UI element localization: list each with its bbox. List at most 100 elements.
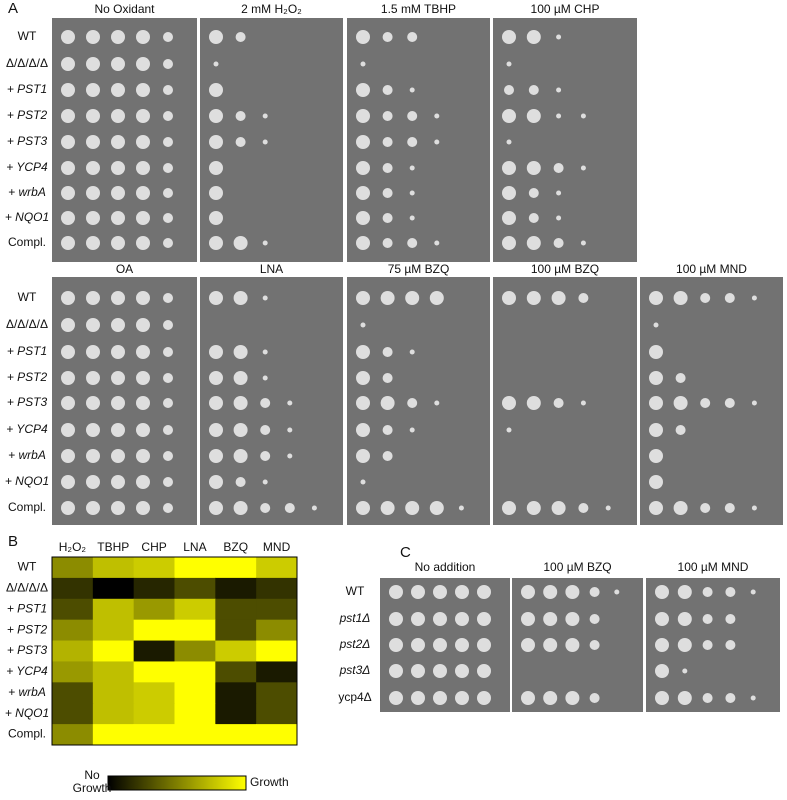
colony-spot [61, 449, 75, 463]
colony-spot [655, 691, 669, 705]
heatmap-cell [52, 598, 94, 621]
colony-spot [526, 291, 541, 305]
colony-spot [86, 396, 100, 410]
row-label: + PST3 [7, 134, 48, 148]
colony-spot [136, 449, 150, 463]
colony-spot [433, 691, 447, 705]
colony-spot [260, 503, 271, 513]
colony-spot [163, 477, 173, 487]
heatmap-cell [256, 703, 298, 725]
colony-spot [287, 427, 293, 433]
colony-spot [506, 61, 512, 67]
colony-spot [673, 501, 688, 515]
heatmap-cell [52, 640, 94, 662]
colony-spot [163, 188, 173, 198]
colony-spot [655, 664, 669, 678]
colony-spot [565, 585, 580, 599]
colony-spot [700, 398, 711, 408]
colony-spot [553, 163, 564, 173]
column-header: LNA [183, 540, 206, 554]
colony-spot [589, 693, 600, 703]
colony-spot [506, 139, 512, 145]
colony-spot [233, 449, 248, 463]
colony-spot [434, 139, 440, 145]
colony-spot [580, 165, 586, 171]
colony-spot [407, 398, 418, 408]
colony-spot [649, 291, 663, 305]
colony-spot [86, 449, 100, 463]
plate [200, 18, 343, 262]
colony-spot [233, 345, 248, 359]
colony-spot [434, 240, 440, 246]
colony-spot [360, 61, 366, 67]
row-label: Compl. [8, 235, 46, 249]
colony-spot [356, 371, 370, 385]
colony-spot [356, 135, 370, 149]
colony-spot [136, 83, 150, 97]
colony-spot [111, 396, 125, 410]
row-label: + PST3 [7, 643, 48, 657]
colony-spot [260, 398, 271, 408]
colony-spot [382, 451, 393, 461]
colony-spot [382, 347, 393, 357]
heatmap-cell [256, 682, 298, 704]
colony-spot [411, 638, 425, 652]
heatmap-cell [215, 682, 257, 704]
colony-spot [209, 161, 223, 175]
colony-spot [409, 427, 415, 433]
colony-spot [61, 161, 75, 175]
colony-spot [111, 371, 125, 385]
colony-spot [649, 345, 663, 359]
heatmap-cell [215, 577, 257, 600]
plate [347, 18, 490, 262]
row-label: + wrbA [8, 685, 46, 699]
colony-spot [411, 612, 425, 626]
colony-spot [209, 135, 223, 149]
colony-spot [677, 612, 692, 626]
plate [493, 18, 637, 262]
colony-spot [111, 211, 125, 225]
row-label: + PST3 [7, 395, 48, 409]
colorbar-low-label: No Growth [73, 768, 112, 795]
condition-header: 100 µM BZQ [531, 262, 599, 276]
colony-spot [61, 135, 75, 149]
heatmap-cell [133, 640, 175, 662]
colony-spot [262, 139, 268, 145]
colony-spot [649, 423, 663, 437]
colony-spot [455, 638, 469, 652]
heatmap-cell [174, 682, 216, 704]
colony-spot [111, 109, 125, 123]
colony-spot [86, 30, 100, 44]
colony-spot [649, 396, 663, 410]
condition-header: No Oxidant [94, 2, 155, 16]
colony-spot [382, 373, 393, 383]
colony-spot [565, 612, 580, 626]
colony-spot [521, 638, 535, 652]
colony-spot [578, 503, 589, 513]
colony-spot [389, 612, 403, 626]
heatmap-cell [92, 661, 135, 683]
colony-spot [382, 163, 393, 173]
colony-spot [502, 109, 516, 123]
heatmap-cell [256, 557, 298, 579]
colony-spot [411, 585, 425, 599]
row-label: WT [346, 584, 365, 598]
colony-spot [580, 400, 586, 406]
colony-spot [163, 85, 173, 95]
colony-spot [649, 501, 663, 515]
colony-spot [287, 400, 293, 406]
colony-spot [477, 638, 491, 652]
colony-spot [136, 345, 150, 359]
colony-spot [614, 589, 620, 595]
colony-spot [163, 347, 173, 357]
colony-spot [262, 349, 268, 355]
colony-spot [163, 373, 173, 383]
colony-spot [235, 477, 246, 487]
colony-spot [407, 238, 418, 248]
heatmap-cell [256, 724, 298, 746]
colony-spot [209, 291, 223, 305]
colony-spot [477, 612, 491, 626]
colony-spot [61, 291, 75, 305]
colony-spot [407, 111, 418, 121]
heatmap-cell [256, 661, 298, 683]
